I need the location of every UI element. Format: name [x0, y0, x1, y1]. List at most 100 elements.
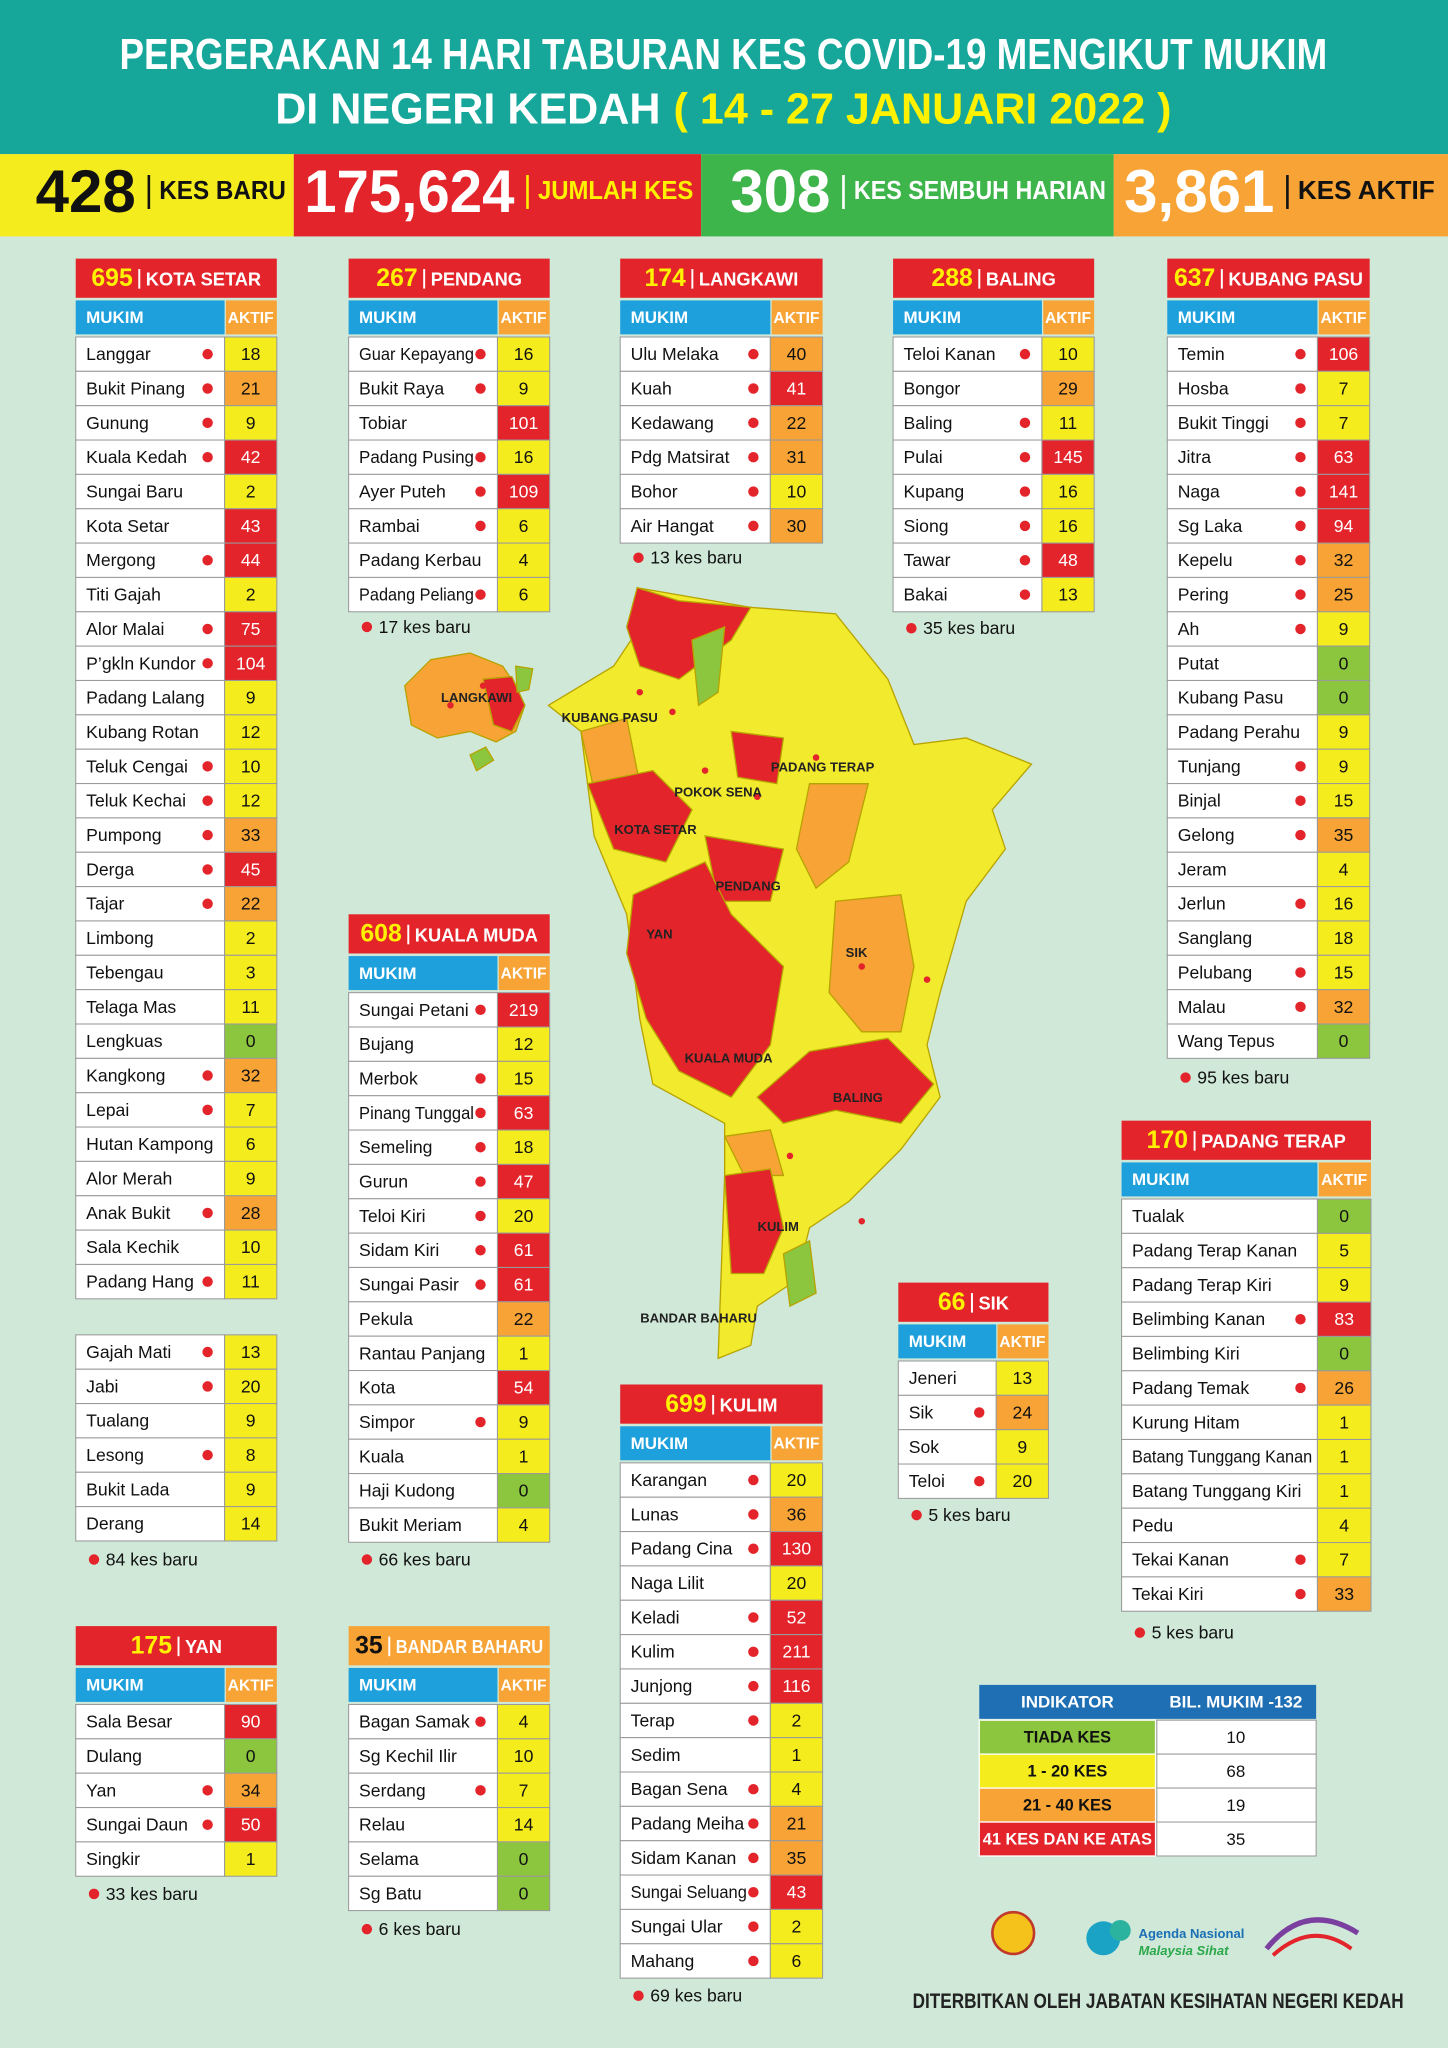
legend-count-cell: [1156, 1821, 1317, 1857]
legend-header-text: BIL. MUKIM -132: [1169, 1693, 1302, 1712]
aktif-value: 8: [246, 1445, 256, 1465]
mukim-name: Sungai Ular: [631, 1917, 723, 1937]
value-cell: [224, 1263, 278, 1300]
value-cell: [224, 920, 278, 956]
name-cell: [348, 1473, 498, 1509]
map-dot: [649, 813, 657, 820]
new-case-dot: [748, 1955, 759, 1967]
new-case-dot: [748, 1543, 759, 1554]
value-cell: [1316, 1267, 1372, 1303]
aktif-value: 16: [514, 447, 534, 467]
district-name: KUBANG PASU: [1228, 269, 1363, 290]
value-cell: [769, 1874, 824, 1910]
name-cell: [75, 1403, 226, 1439]
mukim-name: Lunas: [631, 1504, 679, 1524]
mukim-name: Relau: [359, 1815, 405, 1835]
map-dots: [447, 682, 931, 1251]
logos: [991, 1910, 1360, 1957]
aktif-value: 61: [514, 1275, 534, 1295]
mukim-name: Putat: [1178, 653, 1219, 673]
map-dot: [727, 858, 735, 866]
district-title: 637 KUBANG PASU: [1174, 265, 1363, 292]
mukim-name: Padang Lalang: [86, 688, 204, 708]
name-cell: [1166, 576, 1318, 613]
aktif-value: 45: [241, 859, 261, 879]
district-total: 267: [376, 265, 417, 292]
legend-header: [979, 1684, 1317, 1719]
aktif-value: 35: [1334, 825, 1354, 845]
name-cell: [75, 748, 226, 785]
value-cell: [224, 679, 278, 716]
column-header-text: MUKIM: [86, 1676, 143, 1695]
aktif-value: 32: [1334, 997, 1354, 1017]
aktif-value: 16: [514, 344, 534, 364]
aktif-value: 50: [241, 1815, 261, 1835]
value-cell: [1316, 336, 1371, 372]
aktif-value: 30: [787, 516, 807, 536]
kedah-map: [404, 586, 1033, 1360]
new-case-dot: [1019, 486, 1031, 497]
column-header: [1121, 1162, 1318, 1197]
aktif-value: 1: [1339, 1447, 1349, 1467]
new-case-dot: [475, 589, 486, 600]
mukim-name: Pdg Matsirat: [631, 447, 730, 467]
aktif-value: 211: [782, 1642, 810, 1662]
legend-count: 19: [1226, 1796, 1245, 1815]
value-cell: [224, 611, 278, 647]
name-cell: [75, 954, 226, 991]
mukim-name: Sungai Daun: [86, 1815, 188, 1835]
mukim-name: Padang Terap Kiri: [1132, 1275, 1272, 1295]
district-header: [893, 258, 1095, 298]
new-case-dot: [748, 1509, 759, 1520]
mukim-name: Tunjang: [1178, 756, 1241, 776]
mukim-name: Padang Cina: [631, 1539, 733, 1559]
new-case-dot: [1295, 555, 1306, 566]
new-case-dot: [1295, 589, 1306, 600]
column-header: [75, 300, 225, 335]
new-case-dot: [1295, 761, 1306, 772]
name-cell: [892, 439, 1043, 475]
mukim-name: Simpor: [359, 1412, 415, 1432]
stat-box: [701, 154, 1114, 237]
aktif-value: 16: [1334, 894, 1354, 914]
value-cell: [496, 1772, 551, 1809]
district-name: BALING: [986, 269, 1056, 290]
mukim-name: Malau: [1178, 997, 1226, 1017]
new-case-dot: [202, 1070, 213, 1081]
mukim-name: Kulim: [631, 1642, 675, 1662]
new-cases-note: 69 kes baru: [650, 1986, 742, 2006]
value-cell: [224, 1334, 278, 1370]
aktif-value: 6: [792, 1951, 802, 1971]
mukim-name: Kubang Rotan: [86, 722, 199, 742]
mukim-name: Jeram: [1178, 859, 1227, 879]
mukim-name: Jabi: [86, 1376, 118, 1396]
name-cell: [348, 1095, 498, 1131]
aktif-value: 22: [241, 894, 261, 914]
new-cases-note: 5 kes baru: [1152, 1623, 1234, 1643]
name-cell: [75, 920, 226, 956]
aktif-value: 6: [519, 585, 529, 605]
new-case-dot: [475, 1416, 486, 1428]
name-cell: [75, 989, 226, 1025]
aktif-value: 130: [782, 1539, 812, 1559]
note-dot: [911, 1509, 922, 1521]
value-cell: [1316, 576, 1371, 613]
mukim-name: Kedawang: [631, 413, 714, 433]
name-cell: [348, 1129, 498, 1165]
name-cell: [1166, 1023, 1318, 1059]
aktif-value: 28: [241, 1203, 261, 1223]
name-cell: [892, 576, 1043, 613]
column-header-text: AKTIF: [228, 1677, 274, 1694]
value-cell: [496, 473, 551, 510]
title-bar: [0, 0, 1448, 155]
name-cell: [1166, 473, 1318, 510]
name-cell: [1166, 336, 1318, 372]
aktif-value: 22: [514, 1309, 534, 1329]
district-name: YAN: [185, 1636, 222, 1657]
aktif-value: 12: [241, 791, 261, 811]
mukim-name: Tajar: [86, 894, 124, 914]
value-cell: [496, 1163, 551, 1200]
mukim-name: Padang Terap Kanan: [1132, 1241, 1297, 1261]
aktif-value: 43: [787, 1882, 807, 1902]
